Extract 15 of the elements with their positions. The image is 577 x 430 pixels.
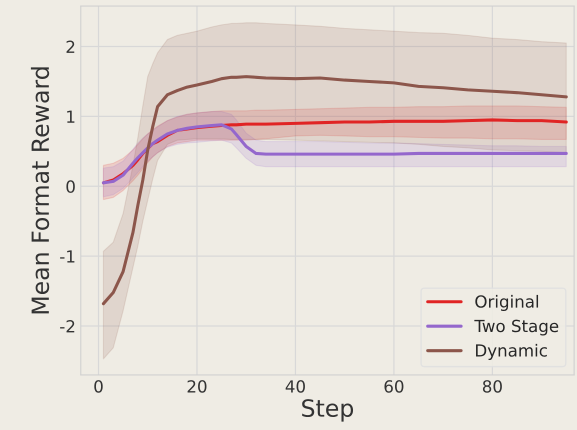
x-tick-label: 60 [384,380,404,393]
x-tick-label: 20 [188,380,206,393]
x-axis-title: Step [302,399,354,422]
y-tick-label: 2 [66,40,74,53]
y-axis-title: Mean Format Reward [30,67,50,314]
x-tick-label: 0 [94,380,103,393]
legend-label: Original [475,294,538,312]
x-tick-label: 40 [286,380,305,393]
legend-label: Two Stage [474,320,558,336]
y-tick-label: -1 [60,250,74,263]
y-tick-label: 1 [67,110,74,123]
y-tick-label: 0 [66,180,75,193]
x-tick-label: 80 [482,380,502,393]
legend-label: Dynamic [476,344,547,360]
y-tick-label: -2 [60,320,74,332]
